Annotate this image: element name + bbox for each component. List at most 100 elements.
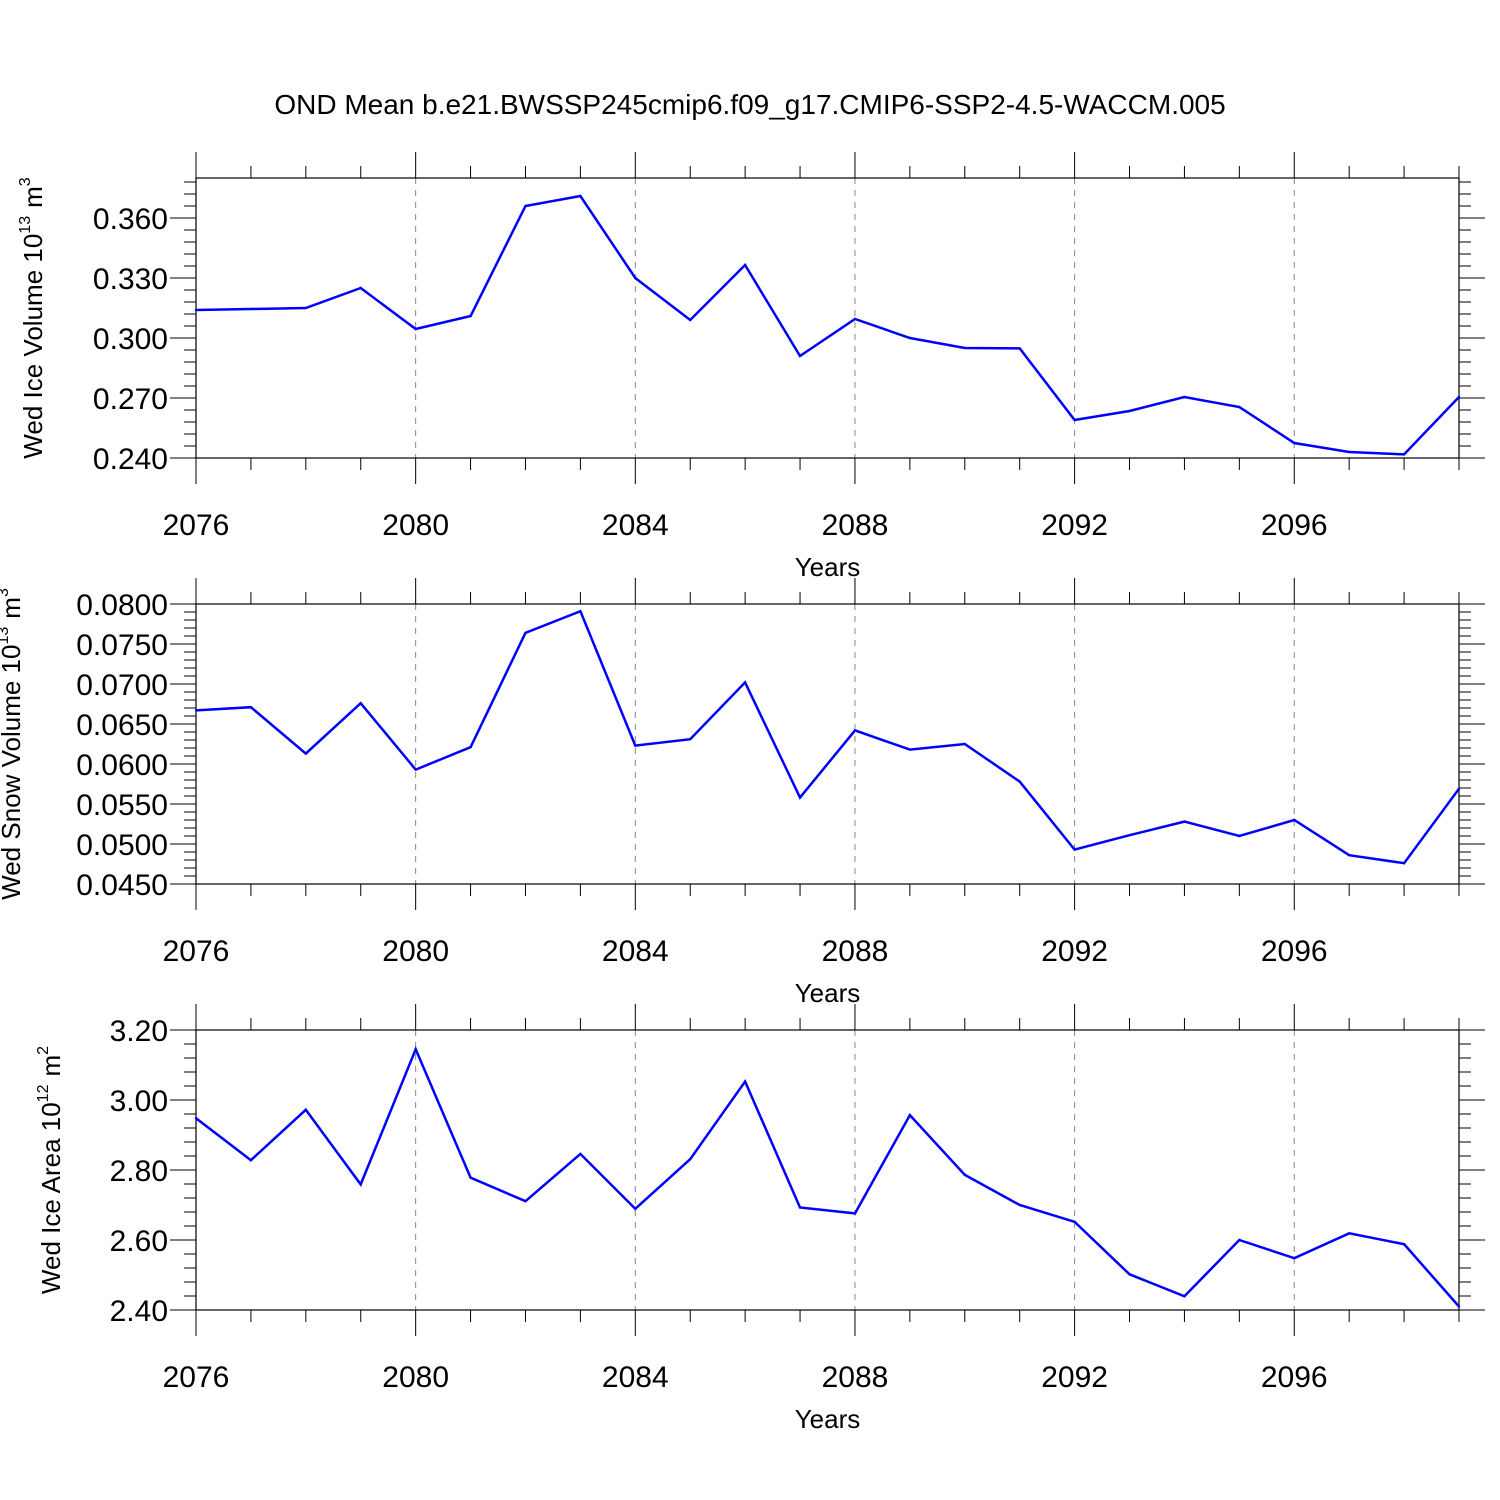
chart-title: OND Mean b.e21.BWSSP245cmip6.f09_g17.CMI… [274,89,1225,120]
x-tick-label: 2088 [822,1361,889,1394]
y-axis-label-unit-exponent: 3 [0,588,12,597]
data-point [414,768,417,771]
data-point [853,317,857,321]
x-tick-label: 2096 [1261,935,1328,968]
x-tick-label: 2092 [1041,935,1108,968]
series-line [195,194,1460,456]
plot-frame [195,603,1460,885]
data-point [249,307,253,311]
panel-1: 0.240 0.270 0.300 0.330 0.360 2076 2080 2084 208… [17,152,1485,582]
y-tick-label: 0.0800 [76,589,168,622]
y-axis-label: Wed Ice Area 1012 m2 [35,1046,66,1294]
data-point [1128,1273,1131,1276]
data-point [689,738,692,741]
data-point [1018,347,1021,350]
data-point [1073,1220,1076,1224]
x-axis-label: Years [795,1404,861,1434]
data-point [304,306,308,310]
data-point [963,346,966,350]
data-point [414,327,417,331]
data-point [1238,834,1241,838]
y-tick-label: 0.0600 [76,749,168,782]
data-point [524,204,527,208]
y-tick-label: 0.0450 [76,869,168,902]
data-point [579,1152,582,1156]
data-point [634,744,637,747]
data-point [634,276,637,280]
y-tick-label: 0.0700 [76,669,168,702]
data-point [1238,405,1241,409]
x-tick-label: 2092 [1041,1361,1108,1394]
data-point [414,1048,417,1051]
y-tick-label: 0.0650 [76,709,168,742]
x-tick-label: 2092 [1041,509,1108,542]
y-tick-label: 2.80 [110,1155,168,1188]
data-point [1293,1257,1296,1260]
data-point [798,796,802,799]
y-axis-label-exponent: 12 [35,1084,52,1102]
data-point [1347,1232,1351,1235]
data-point [469,1176,472,1179]
data-point [908,336,912,340]
data-point [1457,395,1461,399]
y-tick-label: 3.20 [110,1015,168,1048]
x-tick-label: 2096 [1261,1361,1328,1394]
data-point [304,752,308,755]
x-tick-label: 2080 [382,1361,449,1394]
x-axis-label: Years [795,978,861,1008]
data-point [1347,854,1351,857]
data-point [1183,820,1186,823]
x-tick-label: 2076 [163,1361,230,1394]
data-point [359,702,362,705]
y-axis-label-main: Wed Snow Volume 10 [0,645,26,900]
y-axis-label-main: Wed Ice Volume 10 [18,234,48,459]
y-axis-label-unit: m [0,597,26,619]
y-tick-label: 0.240 [93,443,168,476]
data-point [1457,1305,1461,1308]
series-line [195,609,1461,865]
y-tick-label: 0.300 [93,323,168,356]
panel-2: 0.0450 0.0500 0.0550 0.0600 0.0650 0.0700 0.07… [0,578,1485,1008]
y-axis-label: Wed Snow Volume 1013 m3 [0,588,26,900]
y-tick-label: 2.60 [110,1225,168,1258]
y-axis-label-exponent: 13 [17,216,34,234]
series-line [195,1046,1460,1308]
data-point [194,709,198,712]
data-point [1402,862,1406,865]
y-tick-label: 2.40 [110,1295,168,1328]
y-axis-label-main: Wed Ice Area 10 [36,1102,66,1294]
plot-frame [195,1029,1460,1311]
data-point [359,1183,362,1186]
data-point [469,746,472,749]
data-point [579,610,582,613]
data-point [743,263,747,267]
x-tick-label: 2080 [382,509,449,542]
data-point [1402,1243,1406,1246]
x-tick-label: 2084 [602,509,669,542]
data-point [1073,418,1076,422]
data-point [1183,395,1186,399]
data-point [469,314,472,318]
data-point [524,1199,527,1203]
data-point [1347,450,1351,454]
x-axis-label: Years [795,552,861,582]
data-point [249,706,253,709]
data-point [194,308,198,312]
data-point [963,742,966,746]
y-tick-label: 0.270 [93,383,168,416]
data-point [1293,818,1296,822]
x-tick-label: 2084 [602,935,669,968]
data-point [1128,409,1131,413]
y-axis-label-unit-exponent: 2 [35,1046,52,1055]
x-tick-label: 2088 [822,935,889,968]
y-tick-label: 0.360 [93,203,168,236]
data-point [194,1117,198,1120]
data-point [689,1157,692,1161]
data-point [908,1113,912,1117]
data-point [249,1159,253,1162]
y-axis-label-unit-exponent: 3 [17,177,34,186]
data-point [1238,1238,1241,1242]
x-tick-label: 2096 [1261,509,1328,542]
data-point [689,318,692,322]
panel-3: 2.40 2.60 2.80 3.00 3.20 2076 2080 2084 2088 2092… [35,1004,1485,1434]
